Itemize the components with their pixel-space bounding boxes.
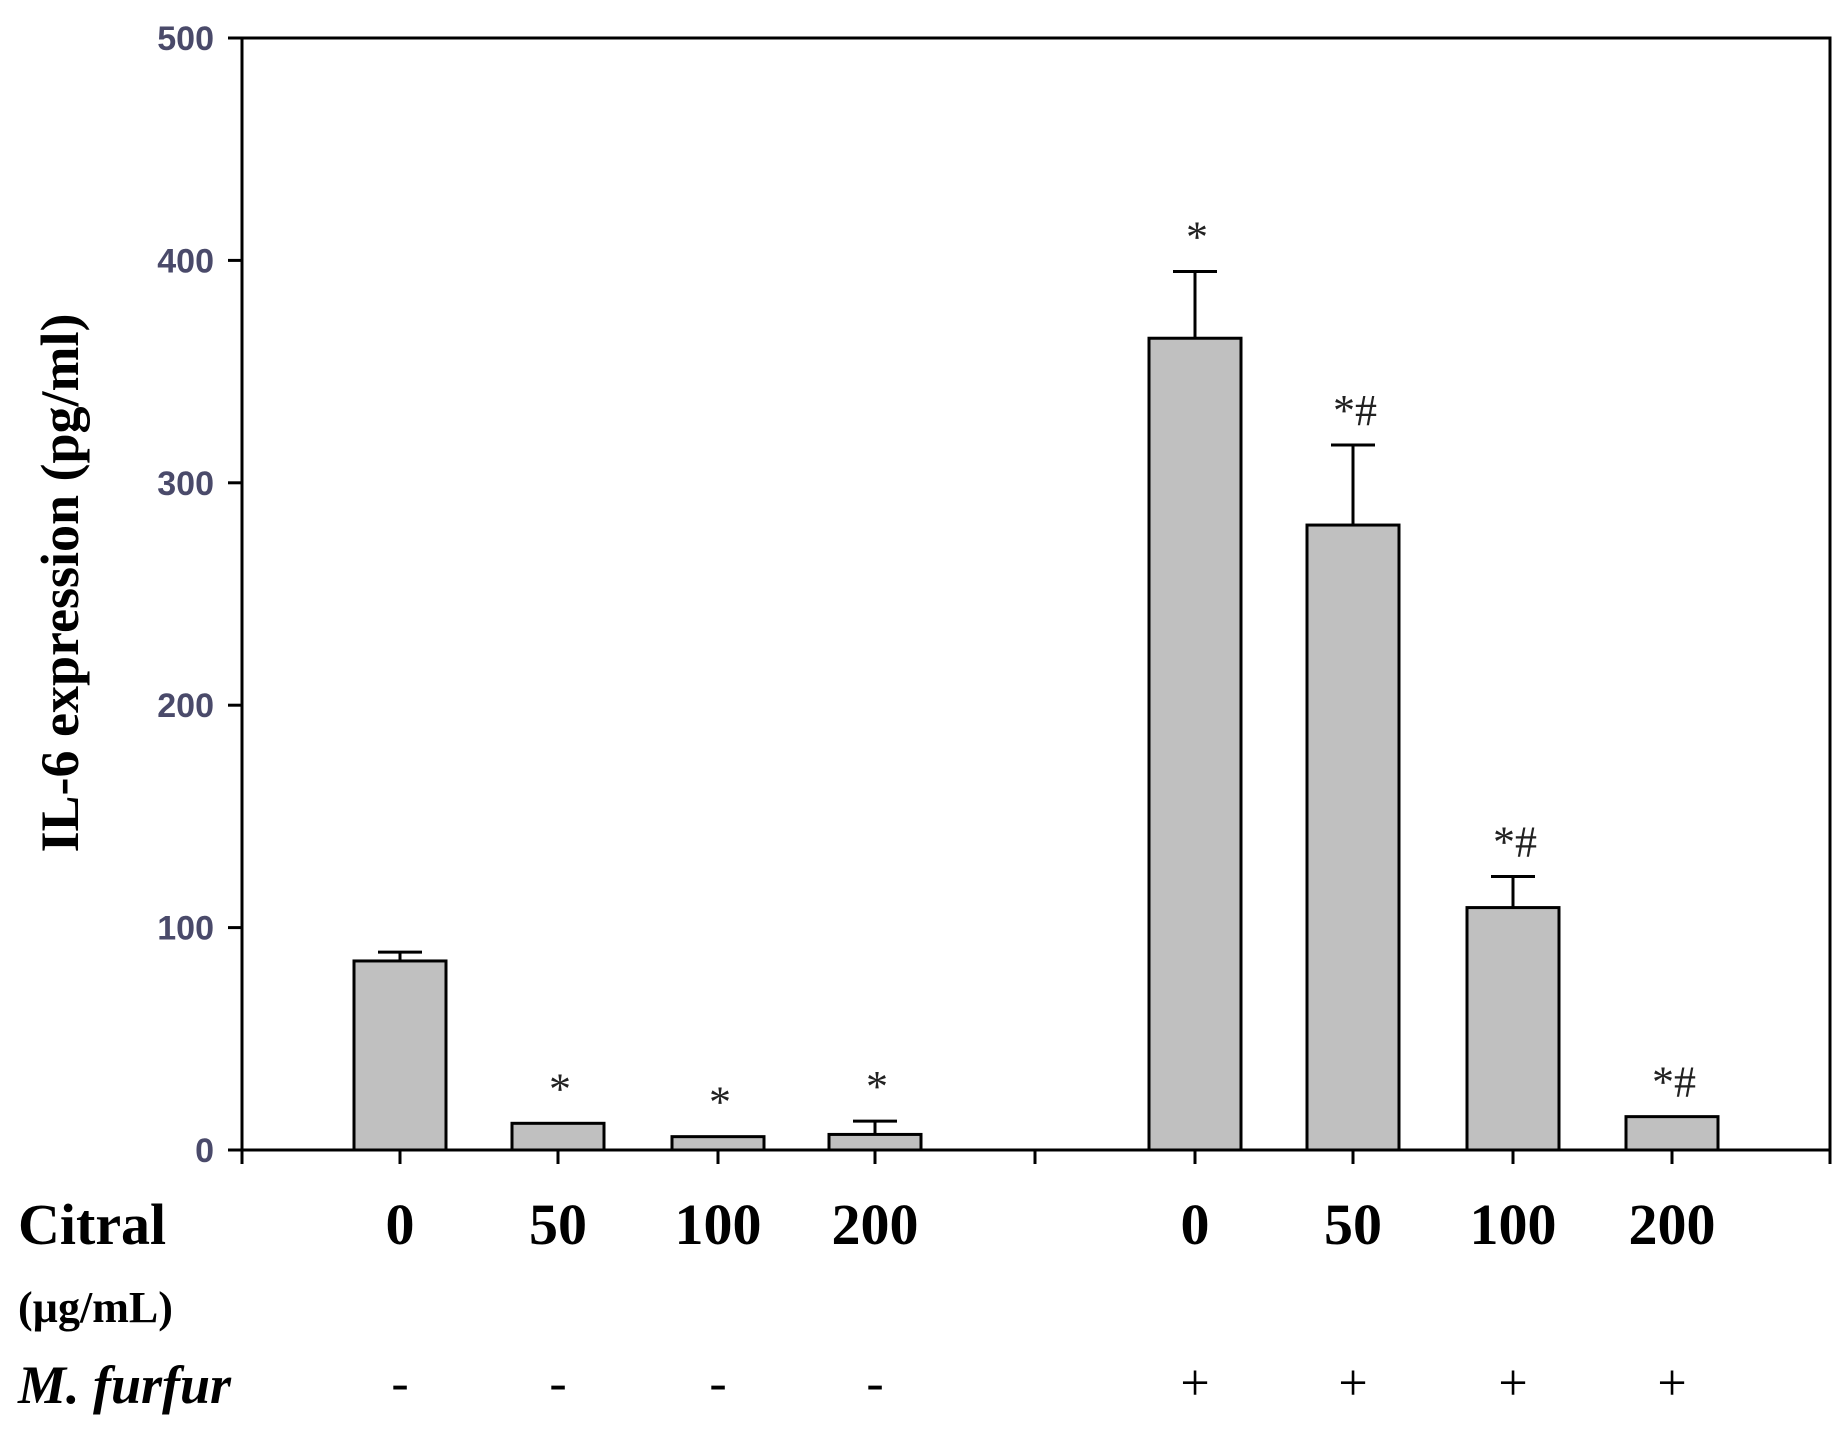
furfur-sign-label: - [866,1355,883,1412]
furfur-sign-label: - [549,1355,566,1412]
plot-frame [240,36,1832,1152]
furfur-sign-label: + [1657,1355,1686,1412]
bars: * * * * *# *# *# [352,213,1720,1152]
citral-dose-label: 0 [386,1192,415,1257]
citral-dose-label: 0 [1181,1192,1210,1257]
y-tick-label: 300 [157,465,214,503]
significance-label: * [709,1078,731,1127]
bar [1147,336,1243,1152]
furfur-sign-label: + [1338,1355,1367,1412]
bar [670,1135,766,1152]
significance-label: *# [1493,817,1537,866]
y-axis-label: IL-6 expression (pg/ml) [30,313,90,852]
citral-dose-label: 100 [1470,1192,1557,1257]
category-labels: 0 - 50 - 100 - 200 - 0 +50 +100 +200 + [386,1192,1716,1412]
y-tick-label: 200 [157,687,214,725]
citral-dose-label: 100 [675,1192,762,1257]
bar [1465,906,1561,1152]
significance-label: *# [1652,1058,1696,1107]
furfur-row-label: M. furfur [17,1355,232,1415]
furfur-sign-label: - [391,1355,408,1412]
y-tick-label: 400 [157,242,214,280]
unit-row-label: (µg/mL) [18,1283,173,1332]
bar [1305,523,1401,1152]
bar [352,959,448,1152]
y-tick-label: 100 [157,910,214,948]
citral-dose-label: 50 [529,1192,587,1257]
significance-label: * [1186,213,1208,262]
bar [1624,1115,1720,1152]
furfur-sign-label: + [1498,1355,1527,1412]
y-axis: 0 100 200 300 400 500 [157,20,242,1170]
bar [827,1132,923,1152]
bar [510,1121,606,1152]
citral-dose-label: 200 [832,1192,919,1257]
plot-border [240,36,1832,1152]
citral-dose-label: 50 [1324,1192,1382,1257]
y-tick-label: 0 [195,1132,214,1170]
significance-label: * [549,1064,571,1113]
citral-dose-label: 200 [1629,1192,1716,1257]
furfur-sign-label: - [709,1355,726,1412]
y-tick-label: 500 [157,20,214,58]
citral-row-label: Citral [18,1192,166,1257]
furfur-sign-label: + [1180,1355,1209,1412]
significance-label: *# [1333,386,1377,435]
x-axis [240,1150,1832,1164]
significance-label: * [866,1062,888,1111]
